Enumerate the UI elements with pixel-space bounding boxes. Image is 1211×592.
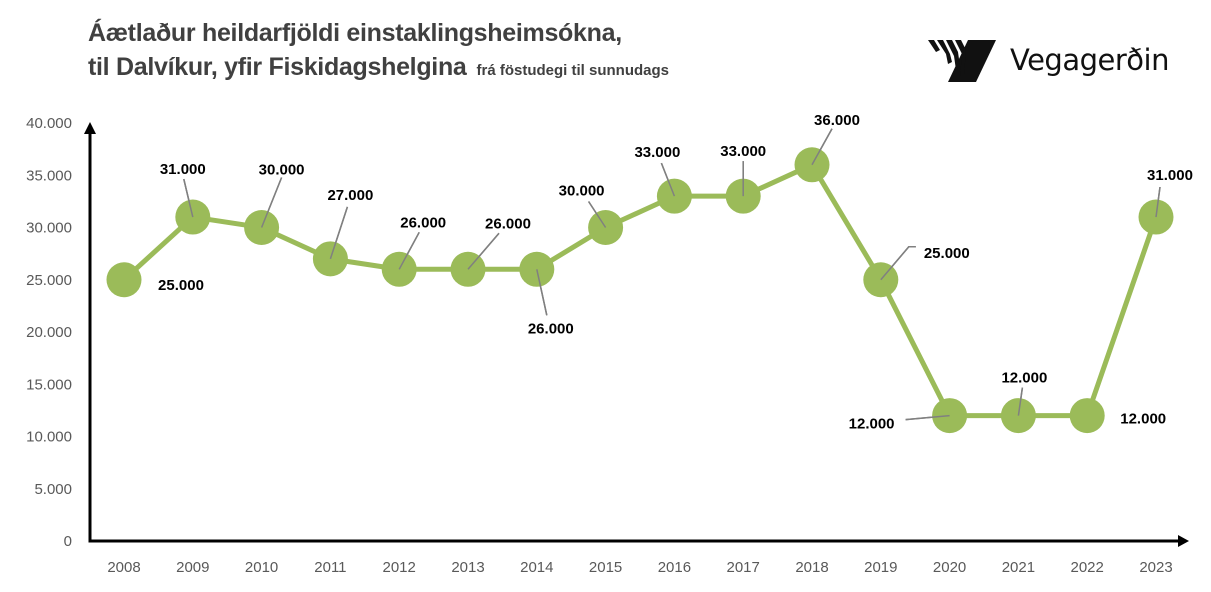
vegagerdin-logo-icon (928, 40, 996, 82)
leader-line (1155, 186, 1161, 218)
data-label: 30.000 (259, 162, 305, 179)
leader-line (536, 269, 548, 316)
data-point-marker (106, 262, 142, 298)
data-label: 26.000 (528, 320, 574, 337)
leader-line (1017, 387, 1024, 416)
x-tick-label: 2013 (451, 559, 484, 576)
x-axis-arrow-icon (1178, 535, 1189, 547)
data-label: 31.000 (1147, 167, 1193, 184)
x-tick-label: 2016 (658, 559, 691, 576)
data-label: 25.000 (924, 245, 970, 262)
x-tick-label: 2023 (1139, 559, 1172, 576)
x-tick-label: 2018 (795, 559, 828, 576)
y-tick-label: 15.000 (26, 376, 72, 393)
x-tick-label: 2010 (245, 559, 278, 576)
data-point-marker (1069, 398, 1105, 434)
series-line (122, 162, 1159, 419)
x-tick-label: 2014 (520, 559, 553, 576)
y-tick-label: 20.000 (26, 324, 72, 341)
x-tick-label: 2015 (589, 559, 622, 576)
y-tick-label: 25.000 (26, 272, 72, 289)
leader-line (660, 162, 676, 197)
leader-line (467, 232, 500, 270)
y-tick-label: 35.000 (26, 167, 72, 184)
data-label: 33.000 (720, 143, 766, 160)
y-tick-label: 40.000 (26, 115, 72, 132)
logo-text: Vegagerðin (1010, 43, 1169, 77)
data-label: 12.000 (1120, 411, 1166, 428)
data-label: 30.000 (559, 183, 605, 200)
data-label: 36.000 (814, 112, 860, 129)
title-line-1: Áætlaður heildarfjöldi einstaklingsheims… (88, 19, 622, 47)
data-label: 12.000 (849, 416, 895, 433)
title-line-2-text: til Dalvíkur, yfir Fiskidagshelgina (88, 53, 467, 81)
chart-subtitle: frá föstudegi til sunnudags (476, 62, 670, 79)
y-tick-label: 5.000 (34, 481, 72, 498)
y-axis-arrow-icon (84, 122, 96, 134)
x-tick-label: 2021 (1002, 559, 1035, 576)
x-tick-label: 2020 (933, 559, 966, 576)
leader-line (880, 246, 916, 281)
title-line-2: til Dalvíkur, yfir Fiskidagshelgina frá f… (88, 50, 669, 88)
data-label: 26.000 (400, 214, 446, 231)
x-tick-label: 2011 (314, 559, 346, 576)
leader-line (811, 128, 833, 166)
y-tick-label: 0 (64, 533, 72, 550)
x-tick-label: 2009 (176, 559, 209, 576)
chart-title: Áætlaður heildarfjöldi einstaklingsheims… (88, 16, 669, 88)
x-tick-label: 2017 (727, 559, 760, 576)
x-tick-label: 2022 (1071, 559, 1104, 576)
data-label: 31.000 (160, 161, 206, 178)
leader-line (398, 231, 420, 270)
leader-line (905, 414, 950, 421)
y-tick-label: 30.000 (26, 220, 72, 237)
data-label: 27.000 (327, 187, 373, 204)
leader-line (329, 206, 349, 260)
data-label: 12.000 (1001, 370, 1047, 387)
vegagerdin-logo: Vegagerðin (926, 36, 1169, 84)
leader-line (260, 177, 283, 228)
data-label: 26.000 (485, 215, 531, 232)
leader-line (183, 178, 194, 218)
x-tick-label: 2012 (383, 559, 416, 576)
x-tick-label: 2008 (107, 559, 140, 576)
x-tick-label: 2019 (864, 559, 897, 576)
y-tick-label: 10.000 (26, 429, 72, 446)
data-label: 33.000 (634, 144, 680, 161)
leader-line (587, 201, 607, 228)
data-label: 25.000 (158, 277, 204, 294)
